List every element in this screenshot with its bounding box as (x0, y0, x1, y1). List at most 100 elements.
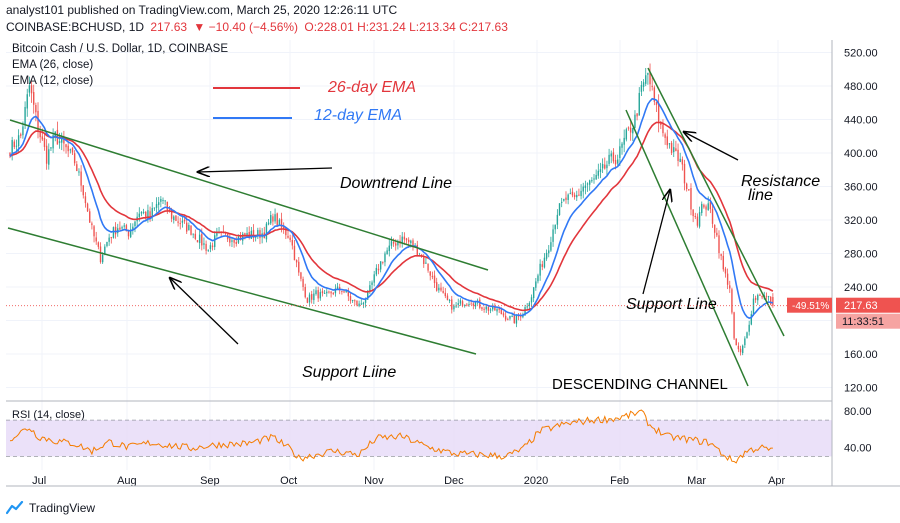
candle-body (257, 230, 259, 236)
candle-body (157, 202, 160, 205)
candle-body (99, 246, 102, 263)
candle-body (563, 198, 565, 201)
candle-body (231, 240, 233, 242)
tradingview-logo[interactable]: TradingView (6, 501, 95, 515)
candle-body (662, 124, 664, 134)
candle-body (638, 92, 640, 116)
candle-body (358, 303, 360, 306)
candle-body (599, 169, 602, 172)
candle-body (526, 306, 528, 308)
candle-body (369, 285, 371, 293)
downtrend-line (9, 119, 489, 271)
candle-body (412, 240, 414, 248)
candle-body (26, 94, 28, 109)
candle-body (328, 291, 330, 293)
ema12-line (9, 97, 774, 319)
candle-body (703, 204, 705, 208)
candle-body (588, 180, 591, 185)
candle-body (364, 299, 367, 303)
candle-body (431, 276, 434, 278)
candle-body (597, 170, 600, 176)
candle-body (754, 297, 757, 300)
candle-body (302, 278, 304, 287)
candle-body (9, 152, 11, 157)
candle-body (614, 160, 617, 165)
channel-label: DESCENDING CHANNEL (552, 376, 728, 393)
candle-body (162, 200, 164, 202)
candle-body (52, 135, 54, 149)
candle-body (48, 149, 50, 165)
candle-body (65, 144, 67, 148)
candle-body (481, 307, 483, 310)
candle-body (274, 214, 276, 222)
candle-body (657, 103, 660, 124)
candle-body (86, 203, 89, 212)
candle-body (759, 294, 761, 296)
candle-body (67, 145, 69, 152)
candle-body (386, 250, 388, 255)
candle-body (151, 208, 153, 218)
time-tick-label: Apr (768, 475, 785, 487)
candle-body (91, 223, 93, 226)
candle-body (444, 292, 447, 297)
candle-body (71, 147, 74, 153)
candle-body (668, 143, 671, 145)
candle-body (610, 153, 612, 157)
candle-body (617, 159, 619, 164)
candle-body (612, 152, 615, 162)
candle-body (24, 106, 26, 126)
candle-body (690, 188, 692, 210)
candle-body (455, 305, 457, 307)
support-line (7, 227, 477, 355)
candle-body (560, 201, 563, 203)
candle-body (470, 303, 472, 305)
rsi-band (6, 420, 832, 457)
drawings: 26-day EMA 12-day EMA Downtrend Line Sup… (7, 67, 820, 393)
candle-body (15, 145, 18, 147)
candle-body (22, 126, 24, 136)
candle-body (552, 229, 554, 242)
candle-body (761, 295, 763, 298)
arrow-resistance (684, 132, 739, 161)
candle-body (713, 224, 716, 233)
candle-body (548, 250, 550, 254)
candle-body (395, 243, 397, 246)
candle-body (623, 137, 625, 145)
gridlines (6, 40, 832, 470)
candle-body (89, 211, 91, 223)
candle-body (625, 129, 628, 140)
candle-body (203, 243, 205, 245)
candle-body (744, 338, 746, 346)
candle-body (647, 72, 649, 75)
candle-body (63, 138, 65, 144)
candle-body (280, 218, 283, 228)
candle-body (106, 241, 108, 247)
candle-body (545, 252, 548, 259)
candle-body (214, 235, 216, 248)
candle-body (341, 290, 343, 292)
candle-body (464, 304, 466, 306)
candle-body (489, 309, 492, 311)
time-tick-label: Feb (610, 475, 629, 487)
logo-text: TradingView (29, 501, 96, 515)
candle-body (155, 204, 158, 208)
candle-body (440, 287, 442, 291)
candle-body (752, 298, 755, 314)
price-tag-text: 217.63 (844, 300, 878, 312)
candle-body (675, 148, 677, 152)
candle-body (694, 215, 696, 218)
candle-body (507, 319, 509, 321)
candle-body (194, 233, 197, 239)
candle-body (673, 147, 675, 153)
candle-body (601, 164, 604, 169)
candle-body (147, 210, 149, 219)
candle-body (515, 315, 518, 324)
candle-body (457, 303, 459, 305)
candle-body (539, 263, 541, 276)
candle-body (407, 239, 410, 243)
candle-body (532, 287, 535, 299)
candle-body (30, 85, 33, 94)
resistance-line (647, 67, 785, 337)
candle-body (541, 264, 543, 267)
